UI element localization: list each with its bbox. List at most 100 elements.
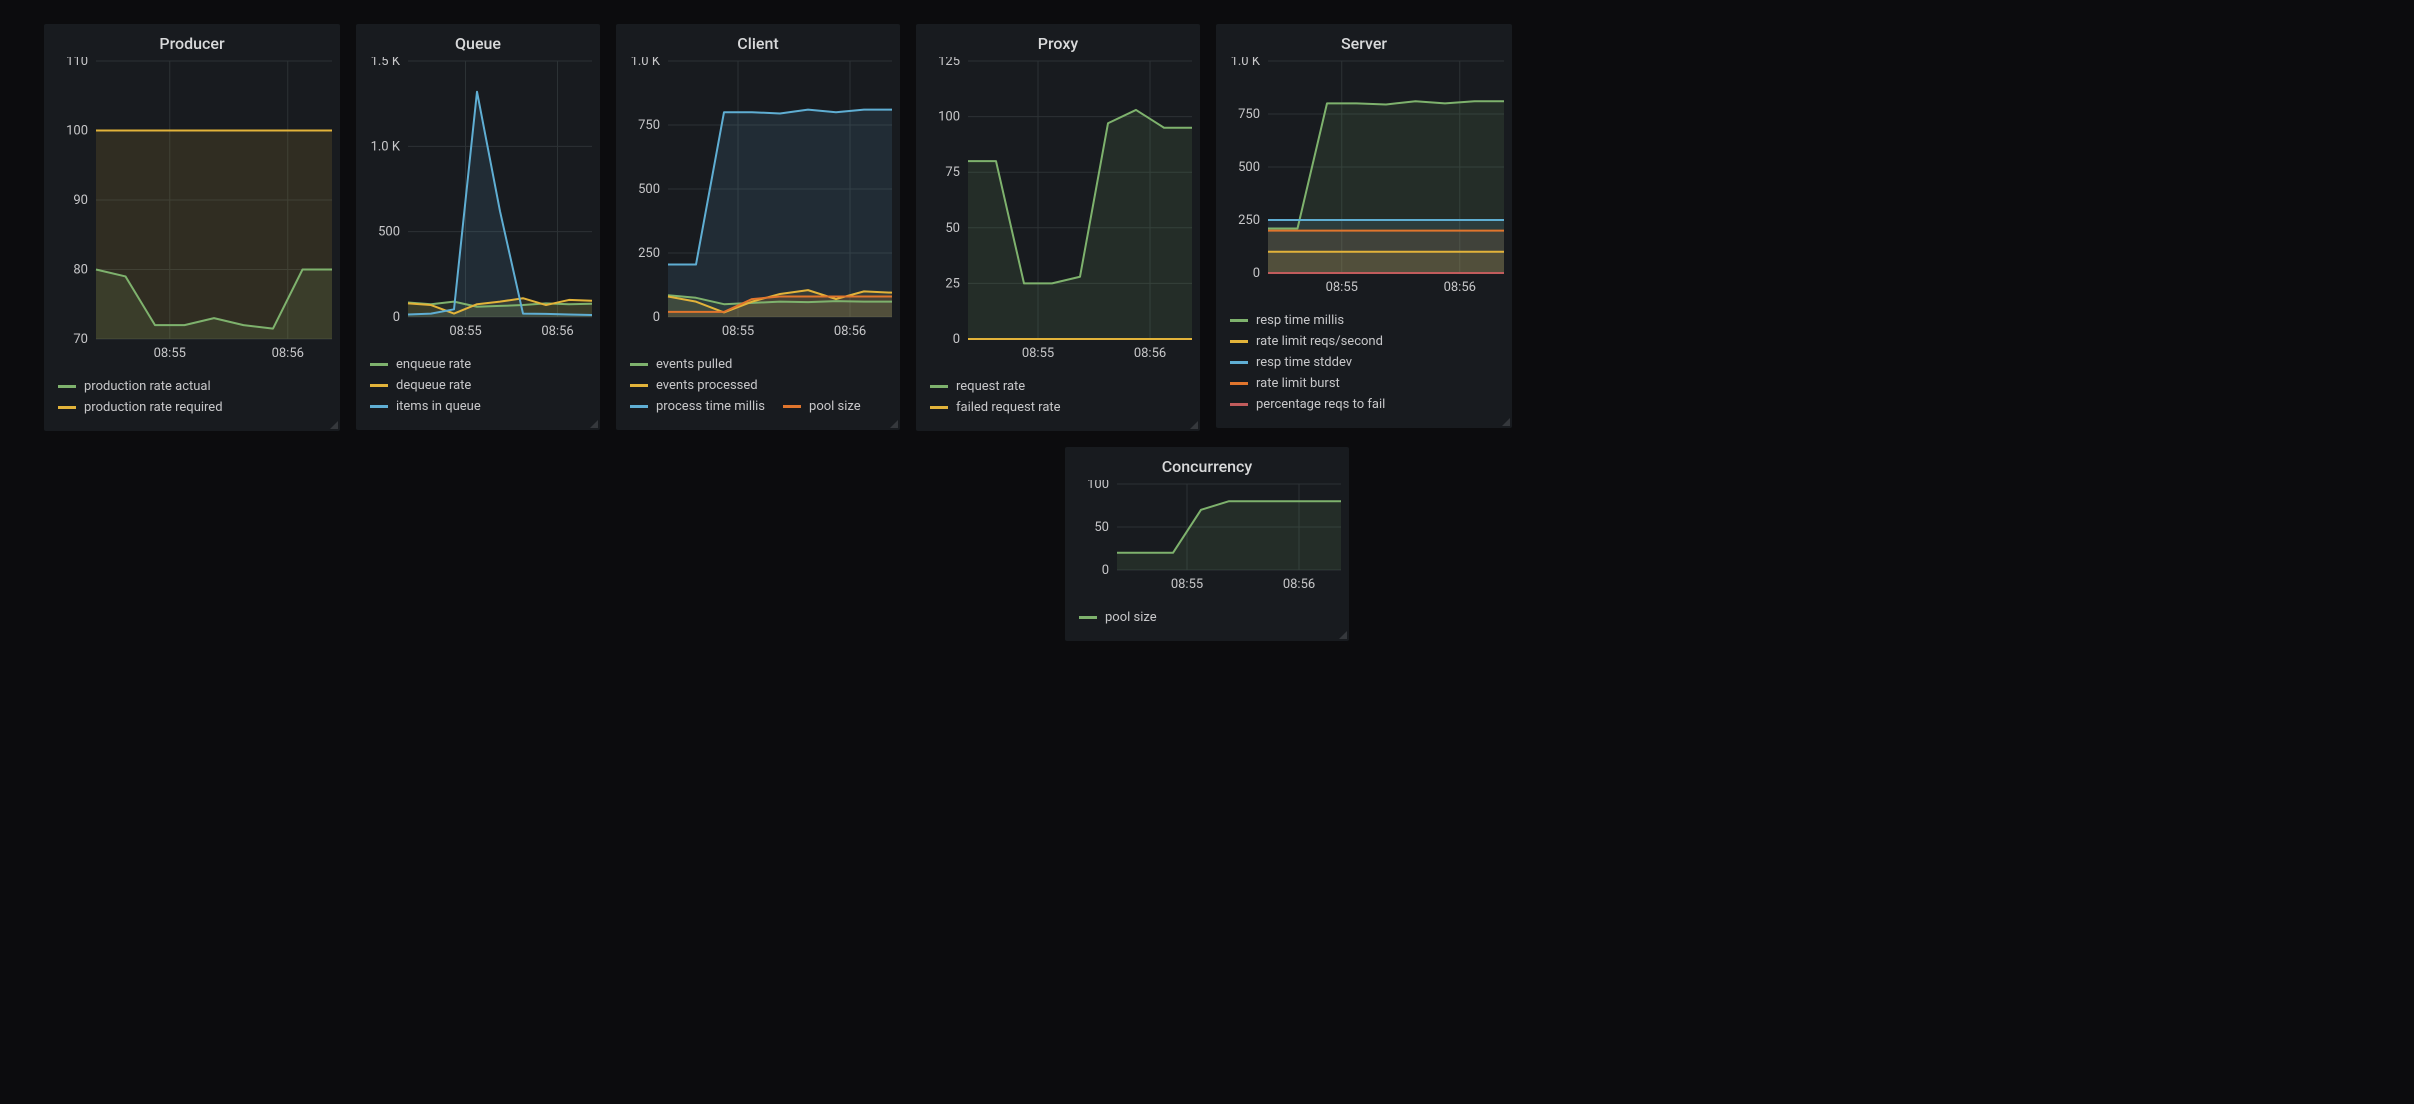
svg-text:500: 500 bbox=[1238, 160, 1260, 175]
proxy-legend: request rate failed request rate bbox=[916, 367, 1200, 425]
legend-label: pool size bbox=[809, 399, 861, 414]
resize-handle-icon[interactable] bbox=[1190, 421, 1198, 429]
legend-label: events processed bbox=[656, 378, 758, 393]
client-panel[interactable]: Client 02505007501.0 K08:5508:56 events … bbox=[616, 24, 900, 430]
legend-label: request rate bbox=[956, 379, 1025, 394]
legend-item[interactable]: events processed bbox=[630, 378, 758, 393]
svg-text:08:56: 08:56 bbox=[272, 346, 304, 361]
proxy-chart[interactable]: 025507510012508:5508:56 bbox=[916, 57, 1200, 367]
legend-item[interactable]: request rate bbox=[930, 379, 1186, 394]
proxy-title: Proxy bbox=[916, 24, 1200, 57]
svg-text:08:56: 08:56 bbox=[1444, 280, 1476, 295]
legend-item[interactable]: rate limit reqs/second bbox=[1230, 334, 1498, 349]
resize-handle-icon[interactable] bbox=[890, 420, 898, 428]
svg-text:1.0 K: 1.0 K bbox=[371, 139, 401, 154]
producer-chart-svg: 70809010011008:5508:56 bbox=[44, 57, 340, 367]
legend-item[interactable]: failed request rate bbox=[930, 400, 1186, 415]
svg-text:100: 100 bbox=[66, 124, 88, 139]
legend-item[interactable]: process time millis bbox=[630, 399, 765, 414]
producer-chart[interactable]: 70809010011008:5508:56 bbox=[44, 57, 340, 367]
svg-text:500: 500 bbox=[638, 182, 660, 197]
legend-item[interactable]: resp time stddev bbox=[1230, 355, 1498, 370]
svg-text:250: 250 bbox=[1238, 213, 1260, 228]
svg-text:750: 750 bbox=[638, 118, 660, 133]
concurrency-chart[interactable]: 05010008:5508:56 bbox=[1065, 480, 1349, 598]
svg-text:08:55: 08:55 bbox=[1022, 346, 1054, 361]
legend-label: process time millis bbox=[656, 399, 765, 414]
concurrency-legend: pool size bbox=[1065, 598, 1349, 635]
server-title: Server bbox=[1216, 24, 1512, 57]
svg-text:500: 500 bbox=[378, 225, 400, 240]
svg-text:70: 70 bbox=[73, 332, 88, 347]
legend-label: percentage reqs to fail bbox=[1256, 397, 1385, 412]
legend-label: production rate actual bbox=[84, 379, 211, 394]
legend-label: enqueue rate bbox=[396, 357, 471, 372]
resize-handle-icon[interactable] bbox=[1502, 418, 1510, 426]
legend-item[interactable]: resp time millis bbox=[1230, 313, 1498, 328]
legend-label: pool size bbox=[1105, 610, 1157, 625]
svg-text:08:55: 08:55 bbox=[154, 346, 186, 361]
queue-title: Queue bbox=[356, 24, 600, 57]
legend-item[interactable]: items in queue bbox=[370, 399, 586, 414]
legend-item[interactable]: enqueue rate bbox=[370, 357, 586, 372]
svg-text:0: 0 bbox=[1253, 266, 1260, 281]
svg-text:50: 50 bbox=[945, 221, 960, 236]
legend-label: dequeue rate bbox=[396, 378, 471, 393]
client-title: Client bbox=[616, 24, 900, 57]
producer-title: Producer bbox=[44, 24, 340, 57]
svg-text:1.0 K: 1.0 K bbox=[631, 57, 661, 69]
svg-text:250: 250 bbox=[638, 246, 660, 261]
legend-item[interactable]: production rate required bbox=[58, 400, 326, 415]
svg-text:1.0 K: 1.0 K bbox=[1231, 57, 1261, 69]
svg-text:75: 75 bbox=[945, 165, 960, 180]
producer-panel[interactable]: Producer 70809010011008:5508:56 producti… bbox=[44, 24, 340, 431]
concurrency-title: Concurrency bbox=[1065, 447, 1349, 480]
queue-panel[interactable]: Queue 0 500 1.0 K 1.5 K 08:55 08:56 enqueue r… bbox=[356, 24, 600, 430]
svg-text:100: 100 bbox=[1087, 480, 1109, 492]
svg-text:750: 750 bbox=[1238, 107, 1260, 122]
svg-text:08:56: 08:56 bbox=[1134, 346, 1166, 361]
legend-item[interactable]: rate limit burst bbox=[1230, 376, 1498, 391]
svg-text:50: 50 bbox=[1094, 520, 1109, 535]
legend-item[interactable]: pool size bbox=[783, 399, 861, 414]
svg-text:1.5 K: 1.5 K bbox=[371, 57, 401, 69]
legend-item[interactable]: production rate actual bbox=[58, 379, 326, 394]
legend-label: resp time stddev bbox=[1256, 355, 1352, 370]
legend-label: production rate required bbox=[84, 400, 223, 415]
svg-text:100: 100 bbox=[938, 110, 960, 125]
resize-handle-icon[interactable] bbox=[330, 421, 338, 429]
svg-text:80: 80 bbox=[73, 263, 88, 278]
legend-item[interactable]: events pulled bbox=[630, 357, 732, 372]
server-panel[interactable]: Server 0 250 500 750 1.0 K 08:55 08:56 resp ti… bbox=[1216, 24, 1512, 428]
svg-text:0: 0 bbox=[393, 310, 400, 325]
resize-handle-icon[interactable] bbox=[1339, 631, 1347, 639]
concurrency-panel[interactable]: Concurrency 05010008:5508:56 pool size bbox=[1065, 447, 1349, 641]
concurrency-chart-svg: 05010008:5508:56 bbox=[1065, 480, 1349, 598]
queue-chart[interactable]: 0 500 1.0 K 1.5 K 08:55 08:56 bbox=[356, 57, 600, 345]
resize-handle-icon[interactable] bbox=[590, 420, 598, 428]
queue-chart-svg: 0 500 1.0 K 1.5 K 08:55 08:56 bbox=[356, 57, 600, 345]
queue-legend: enqueue rate dequeue rate items in queue bbox=[356, 345, 600, 424]
svg-text:08:55: 08:55 bbox=[1326, 280, 1358, 295]
svg-text:08:55: 08:55 bbox=[449, 324, 481, 339]
client-legend: events pulled events processed process t… bbox=[616, 345, 900, 424]
legend-item[interactable]: percentage reqs to fail bbox=[1230, 397, 1498, 412]
legend-item[interactable]: pool size bbox=[1079, 610, 1157, 625]
legend-label: rate limit reqs/second bbox=[1256, 334, 1383, 349]
svg-text:08:55: 08:55 bbox=[722, 324, 754, 339]
svg-text:0: 0 bbox=[1102, 563, 1109, 578]
legend-label: failed request rate bbox=[956, 400, 1061, 415]
svg-text:125: 125 bbox=[938, 57, 960, 69]
svg-text:08:56: 08:56 bbox=[834, 324, 866, 339]
proxy-panel[interactable]: Proxy 025507510012508:5508:56 request ra… bbox=[916, 24, 1200, 431]
svg-text:08:56: 08:56 bbox=[541, 324, 573, 339]
server-legend: resp time millis rate limit reqs/second … bbox=[1216, 301, 1512, 422]
server-chart[interactable]: 0 250 500 750 1.0 K 08:55 08:56 bbox=[1216, 57, 1512, 301]
legend-item[interactable]: dequeue rate bbox=[370, 378, 586, 393]
server-chart-svg: 0 250 500 750 1.0 K 08:55 08:56 bbox=[1216, 57, 1512, 301]
svg-text:08:55: 08:55 bbox=[1171, 577, 1203, 592]
legend-label: items in queue bbox=[396, 399, 481, 414]
legend-label: rate limit burst bbox=[1256, 376, 1340, 391]
producer-legend: production rate actual production rate r… bbox=[44, 367, 340, 425]
client-chart[interactable]: 02505007501.0 K08:5508:56 bbox=[616, 57, 900, 345]
